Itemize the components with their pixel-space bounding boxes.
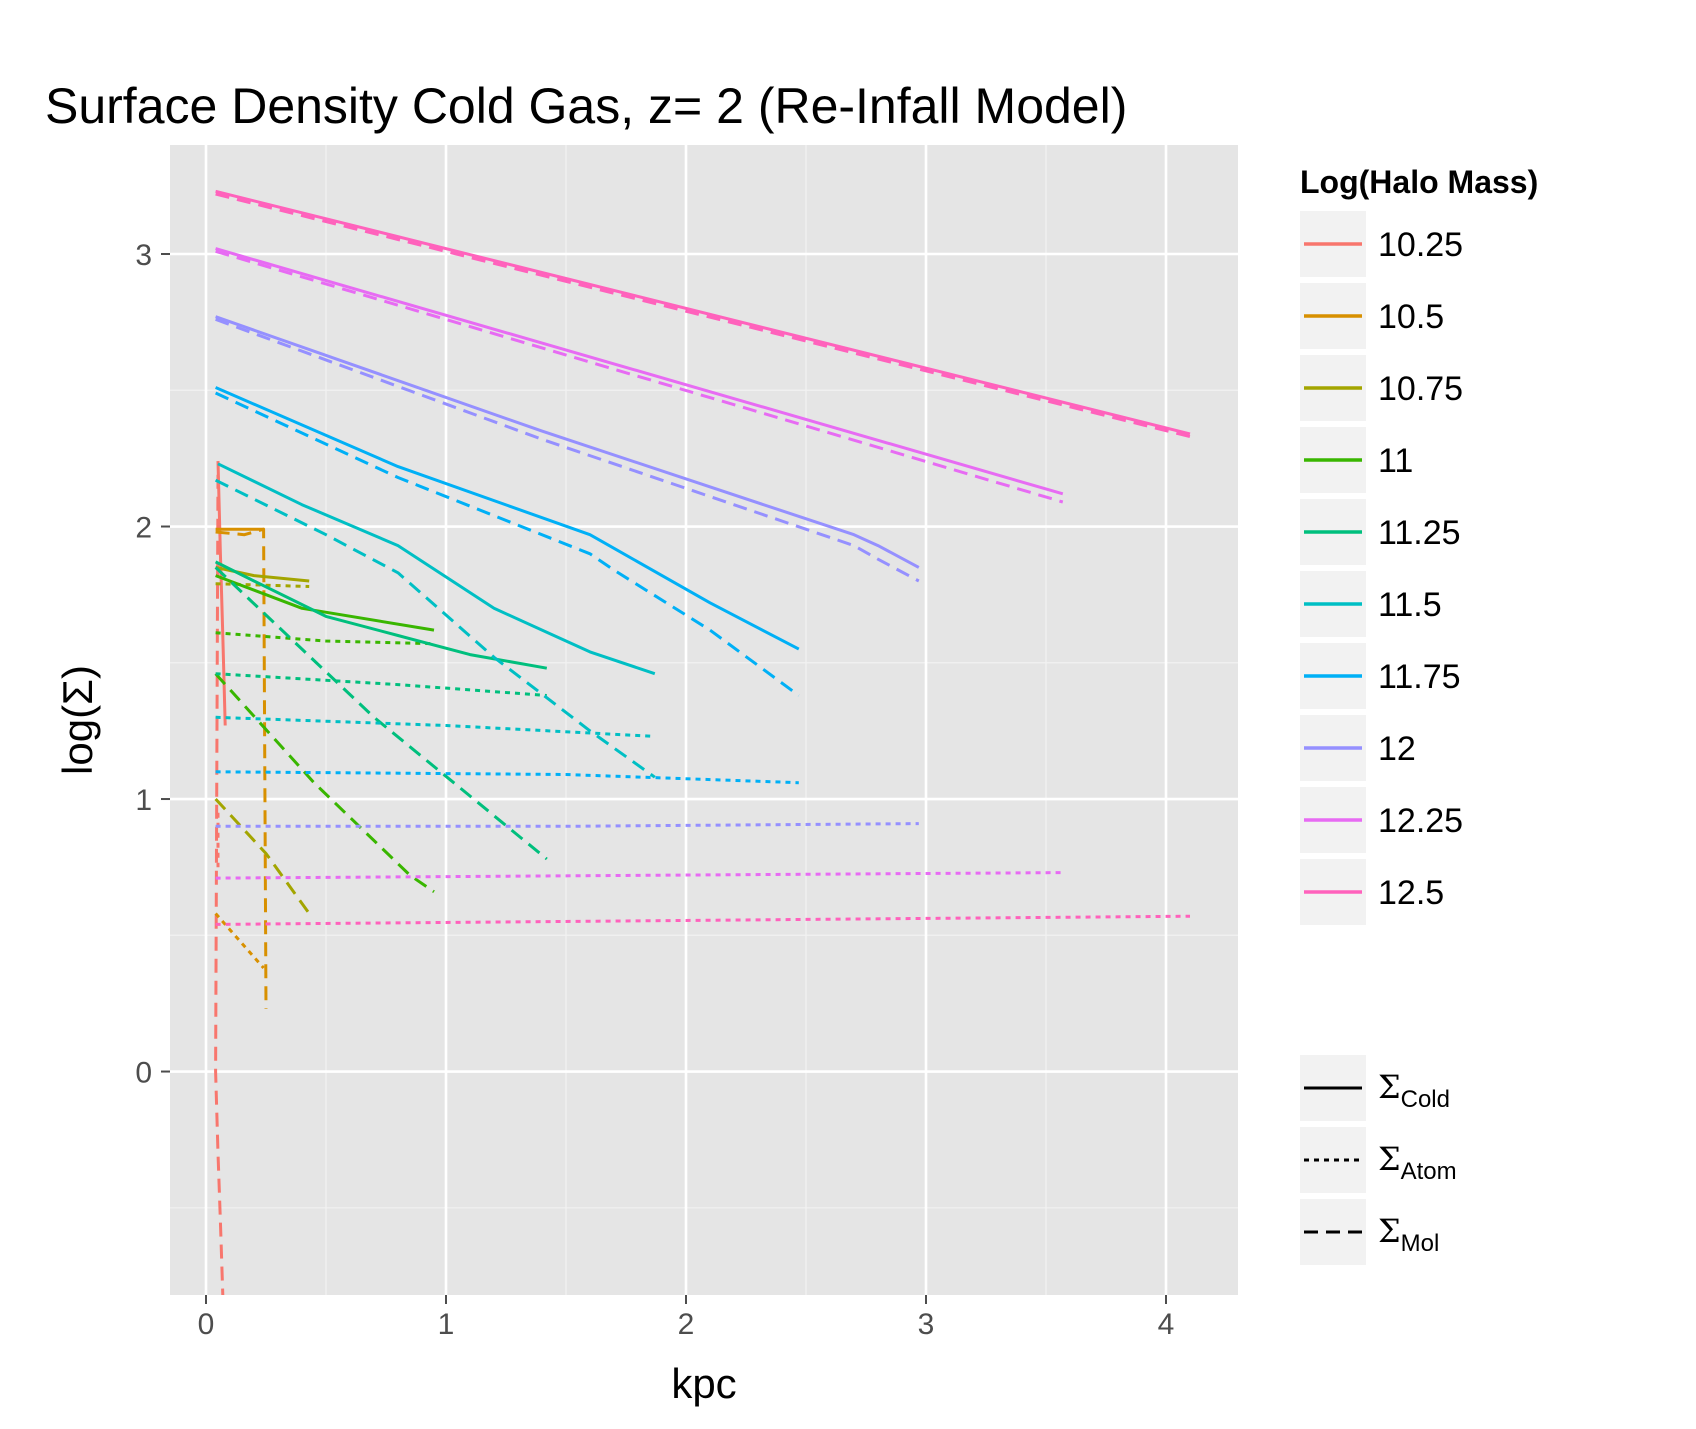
series-line-10_25-mol — [214, 474, 225, 1295]
y-tick-label: 1 — [135, 784, 152, 817]
series-line-10_75-cold — [215, 565, 310, 583]
legend-linetype-label: ΣCold — [1378, 1068, 1450, 1113]
legend-label: 12.5 — [1378, 874, 1444, 912]
series-line-12-mol — [215, 317, 920, 583]
series-line-11-cold — [215, 574, 435, 632]
legend-label: 10.75 — [1378, 370, 1463, 408]
series-line-12_5-atom — [215, 914, 1191, 926]
series-line-11_25-mol — [214, 566, 548, 861]
series-line-11_25-cold — [214, 560, 548, 670]
x-tick-label: 1 — [438, 1308, 455, 1341]
y-tick-label: 3 — [135, 239, 152, 272]
grid — [170, 145, 1238, 1295]
legend-linetype-label: ΣMol — [1378, 1212, 1439, 1257]
series-line-11-atom — [215, 631, 435, 646]
series-line-10_5-atom — [214, 912, 265, 969]
legend-label: 11.25 — [1378, 514, 1461, 552]
series-line-12_25-cold — [215, 247, 1064, 496]
series-line-11_25-atom — [215, 672, 547, 697]
y-axis-title: log(Σ) — [54, 665, 101, 775]
legend-linetype-label: ΣAtom — [1378, 1140, 1457, 1185]
series-line-12-atom — [215, 822, 919, 828]
chart-title: Surface Density Cold Gas, z= 2 (Re-Infal… — [45, 78, 1127, 134]
series-line-12_5-mol — [215, 192, 1191, 439]
plot-panel — [170, 145, 1238, 1295]
x-tick-label: 3 — [918, 1308, 935, 1341]
series-line-12_25-atom — [215, 871, 1063, 880]
series-line-11-mol — [214, 672, 435, 893]
legend-label: 12 — [1378, 730, 1416, 768]
series-line-11_5-cold — [217, 462, 656, 676]
x-axis-title: kpc — [671, 1360, 736, 1407]
series-line-10_75-mol — [214, 797, 311, 915]
series-lines — [214, 189, 1191, 1295]
legend-label: 10.25 — [1378, 226, 1463, 264]
series-line-12_25-mol — [215, 249, 1064, 504]
x-tick-label: 2 — [678, 1308, 695, 1341]
series-line-10_5-mol — [215, 527, 268, 1009]
series-line-11_75-cold — [215, 386, 800, 651]
series-line-12_5-cold — [215, 189, 1191, 436]
legend-label: 11.5 — [1378, 586, 1442, 624]
series-line-11_75-atom — [215, 770, 799, 785]
series-line-11_5-atom — [215, 715, 655, 738]
legend-halo-mass: Log(Halo Mass) 10.25 10.5 10.75 11 11.25 11.5… — [1300, 164, 1538, 925]
legend-label: 11.75 — [1378, 658, 1461, 696]
legend-title: Log(Halo Mass) — [1300, 164, 1538, 200]
series-line-11_75-mol — [214, 391, 800, 697]
x-tick-label: 4 — [1158, 1308, 1175, 1341]
x-tick-label: 0 — [198, 1308, 215, 1341]
y-tick-label: 2 — [135, 512, 152, 545]
series-line-11_5-mol — [214, 478, 656, 779]
series-line-12-cold — [215, 315, 920, 569]
legend-label: 12.25 — [1378, 802, 1463, 840]
legend-label: 11 — [1378, 442, 1413, 480]
axes: 0 1 2 3 4 0 1 2 3 — [135, 239, 1174, 1341]
legend-label: 10.5 — [1378, 298, 1444, 336]
y-tick-label: 0 — [135, 1057, 152, 1090]
legend-linetype: ΣCold ΣAtom ΣMol — [1300, 1055, 1457, 1265]
